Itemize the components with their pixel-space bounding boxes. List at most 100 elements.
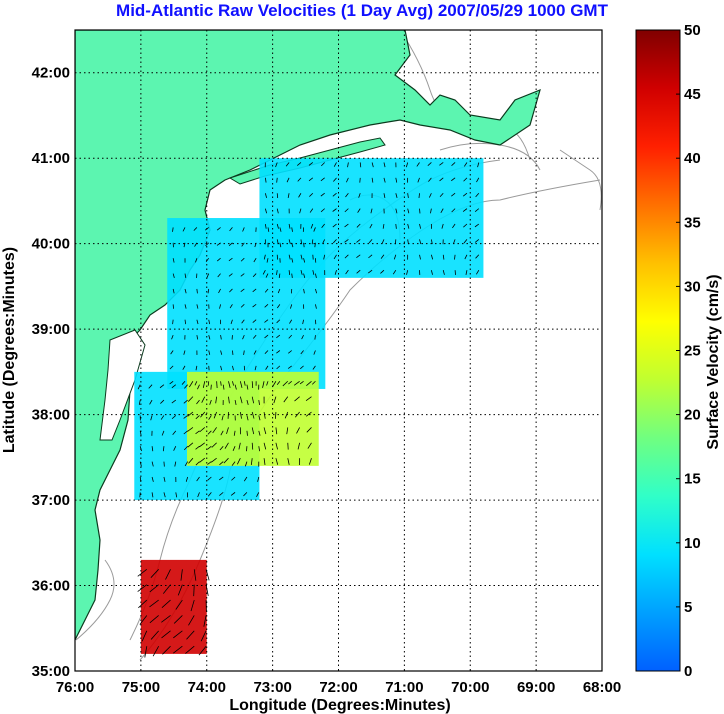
velocity-vector bbox=[333, 162, 337, 167]
velocity-vector bbox=[406, 270, 409, 275]
x-axis-label: Longitude (Degrees:Minutes) bbox=[229, 697, 450, 714]
velocity-vector bbox=[288, 350, 292, 354]
colorbar bbox=[635, 29, 681, 672]
velocity-vector bbox=[357, 208, 361, 213]
velocity-vector bbox=[265, 365, 269, 370]
velocity-vector bbox=[395, 223, 397, 229]
velocity-vector bbox=[383, 177, 386, 183]
velocity-vector bbox=[289, 319, 293, 324]
velocity-vector bbox=[262, 381, 265, 388]
velocity-vector bbox=[222, 384, 225, 390]
velocity-vector bbox=[306, 427, 312, 433]
velocity-vector bbox=[151, 446, 154, 452]
y-tick-label: 40:00 bbox=[32, 236, 70, 253]
velocity-vector bbox=[311, 239, 314, 245]
velocity-vector bbox=[263, 411, 266, 419]
velocity-vector bbox=[213, 411, 218, 419]
velocity-vector bbox=[177, 584, 183, 596]
velocity-vector bbox=[407, 223, 410, 229]
velocity-vector bbox=[220, 381, 222, 386]
velocity-vector bbox=[196, 399, 200, 405]
velocity-vector bbox=[428, 177, 432, 182]
velocity-vector bbox=[419, 223, 422, 229]
velocity-vector bbox=[309, 192, 314, 197]
velocity-vector bbox=[291, 227, 293, 232]
velocity-vector bbox=[368, 239, 373, 244]
velocity-vector bbox=[264, 208, 268, 214]
bay-water bbox=[99, 329, 146, 441]
velocity-vector bbox=[428, 193, 432, 198]
velocity-vector bbox=[382, 223, 385, 229]
velocity-vector bbox=[183, 350, 186, 355]
velocity-vector bbox=[344, 254, 349, 259]
y-tick-label: 39:00 bbox=[32, 321, 70, 338]
velocity-vector bbox=[193, 569, 197, 581]
velocity-vector bbox=[240, 304, 245, 308]
velocity-vector bbox=[307, 442, 312, 449]
velocity-vector bbox=[264, 177, 267, 183]
velocity-vector bbox=[311, 380, 316, 385]
velocity-vector bbox=[250, 458, 253, 465]
x-tick-label: 75:00 bbox=[122, 679, 160, 696]
velocity-vector bbox=[243, 476, 248, 482]
velocity-vector bbox=[300, 239, 303, 245]
velocity-vector bbox=[188, 615, 195, 626]
velocity-vector bbox=[243, 350, 245, 355]
velocity-vector bbox=[477, 162, 480, 168]
velocity-vector bbox=[463, 162, 468, 167]
x-tick-label: 68:00 bbox=[583, 679, 621, 696]
velocity-vector bbox=[243, 381, 246, 386]
velocity-vector bbox=[159, 384, 165, 389]
velocity-vector bbox=[185, 476, 189, 482]
velocity-vector bbox=[439, 162, 444, 166]
velocity-vector bbox=[332, 239, 337, 244]
velocity-vector bbox=[279, 242, 282, 248]
velocity-vector bbox=[263, 254, 266, 260]
velocity-vector bbox=[276, 319, 281, 324]
velocity-vector bbox=[300, 350, 304, 355]
velocity-vector bbox=[196, 288, 198, 294]
x-axis-ticks: 76:00 75:00 74:00 73:00 72:00 71:00 70:00 69:00… bbox=[56, 679, 621, 696]
velocity-vector bbox=[193, 227, 198, 231]
velocity-vector bbox=[216, 257, 221, 262]
velocity-vector bbox=[290, 304, 293, 309]
velocity-vector bbox=[234, 384, 237, 390]
velocity-vector bbox=[275, 162, 278, 168]
velocity-vector bbox=[183, 415, 188, 419]
velocity-vector bbox=[276, 334, 281, 339]
velocity-vector bbox=[302, 319, 304, 325]
velocity-vector bbox=[208, 415, 212, 420]
velocity-vector bbox=[263, 442, 267, 450]
velocity-vector bbox=[356, 223, 361, 228]
velocity-vector bbox=[332, 208, 337, 212]
velocity-vector bbox=[219, 304, 221, 309]
velocity-vector bbox=[220, 350, 223, 355]
velocity-vector bbox=[315, 304, 317, 309]
velocity-vector bbox=[182, 227, 186, 232]
velocity-vector bbox=[207, 445, 212, 450]
colorbar-tick-label: 30 bbox=[684, 278, 701, 295]
velocity-vector bbox=[346, 177, 349, 183]
velocity-vector bbox=[381, 239, 385, 244]
velocity-vector bbox=[273, 396, 277, 404]
velocity-vector bbox=[320, 162, 325, 167]
velocity-vector bbox=[417, 177, 420, 183]
velocity-vector bbox=[174, 461, 177, 467]
velocity-vector bbox=[323, 254, 326, 260]
velocity-vector bbox=[184, 288, 187, 294]
velocity-vector bbox=[320, 208, 325, 213]
velocity-vector bbox=[181, 380, 186, 385]
velocity-vector bbox=[183, 445, 188, 451]
velocity-vector bbox=[244, 461, 248, 467]
velocity-vector bbox=[163, 476, 166, 482]
velocity-vector bbox=[300, 270, 303, 275]
velocity-vector bbox=[195, 461, 200, 466]
velocity-vector bbox=[442, 270, 445, 275]
velocity-vector bbox=[252, 273, 257, 278]
y-axis-ticks: 35:00 36:00 37:00 38:00 39:00 40:00 41:00 42:00 bbox=[32, 65, 70, 680]
velocity-vector bbox=[196, 319, 199, 325]
velocity-vector bbox=[208, 350, 211, 355]
velocity-vector bbox=[199, 427, 206, 433]
velocity-vector bbox=[162, 584, 171, 594]
velocity-vector bbox=[308, 177, 314, 182]
